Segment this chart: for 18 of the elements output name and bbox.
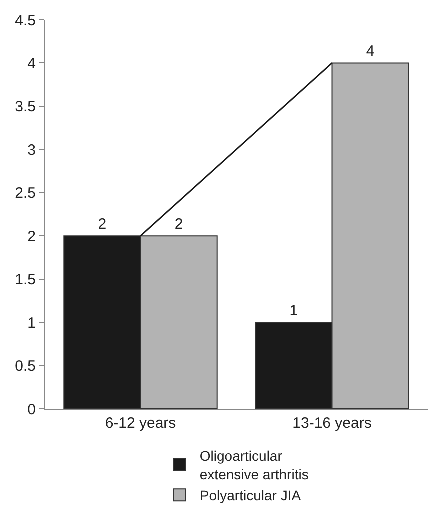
- data-label: 1: [290, 302, 298, 320]
- legend-label: Oligoarticular extensive arthritis: [200, 448, 309, 482]
- y-tick-label: 3.5: [15, 98, 36, 116]
- data-label: 2: [174, 216, 184, 234]
- legend-label: Polyarticular JIA: [200, 488, 302, 504]
- y-tick-label: 0: [28, 401, 36, 418]
- y-tick-label: 0.5: [15, 358, 36, 376]
- x-tick-label: 6-12 years: [105, 415, 176, 432]
- x-tick-label: 13-16 years: [292, 415, 372, 432]
- y-tick-label: 1.5: [15, 272, 36, 289]
- y-tick-label: 4: [28, 55, 36, 72]
- y-tick-label: 2: [28, 228, 36, 246]
- data-label: 2: [98, 216, 107, 234]
- y-tick-label: 3: [28, 142, 36, 159]
- y-tick-label: 2.5: [15, 185, 36, 202]
- y-tick-label: 4.5: [15, 12, 36, 30]
- data-label: 4: [366, 43, 375, 60]
- y-tick-label: 1: [28, 314, 36, 332]
